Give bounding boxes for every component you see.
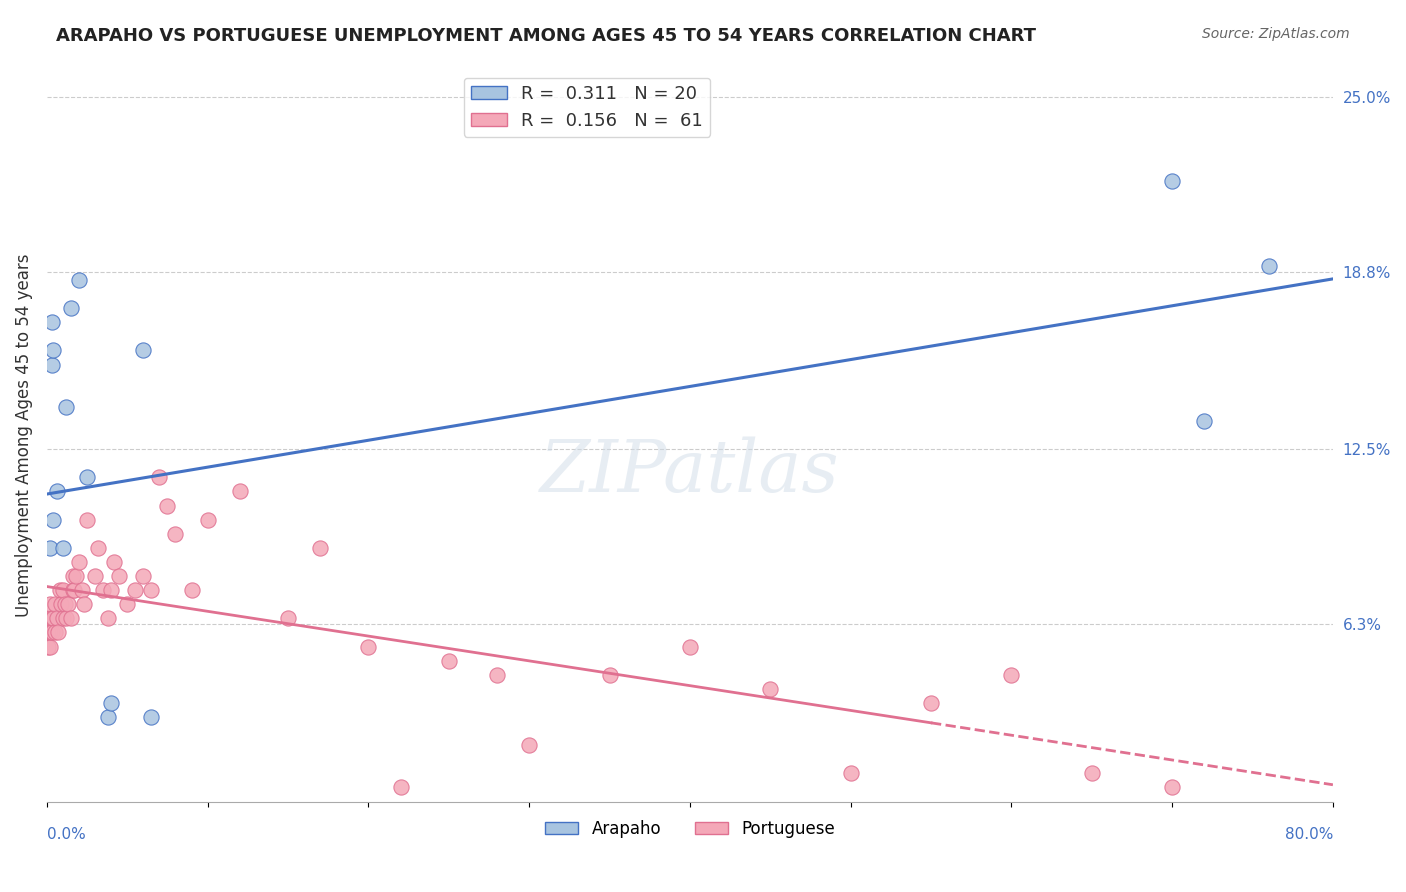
Point bbox=[1000, 667, 1022, 681]
Point bbox=[132, 343, 155, 358]
Point bbox=[148, 470, 170, 484]
Point bbox=[41, 625, 63, 640]
Point bbox=[44, 611, 66, 625]
Point bbox=[59, 301, 82, 315]
Point bbox=[62, 583, 84, 598]
Point bbox=[165, 526, 187, 541]
Point bbox=[39, 597, 62, 611]
Y-axis label: Unemployment Among Ages 45 to 54 years: Unemployment Among Ages 45 to 54 years bbox=[15, 253, 32, 616]
Point bbox=[59, 611, 82, 625]
Point bbox=[108, 569, 131, 583]
Point bbox=[117, 597, 139, 611]
Point bbox=[277, 611, 299, 625]
Point bbox=[39, 640, 62, 654]
Point bbox=[52, 541, 75, 555]
Point bbox=[91, 583, 114, 598]
Text: ZIPatlas: ZIPatlas bbox=[540, 436, 839, 507]
Point bbox=[41, 358, 63, 372]
Point bbox=[87, 541, 110, 555]
Point bbox=[48, 583, 70, 598]
Text: 80.0%: 80.0% bbox=[1285, 827, 1333, 842]
Text: ARAPAHO VS PORTUGUESE UNEMPLOYMENT AMONG AGES 45 TO 54 YEARS CORRELATION CHART: ARAPAHO VS PORTUGUESE UNEMPLOYMENT AMONG… bbox=[56, 27, 1036, 45]
Point bbox=[41, 315, 63, 329]
Point bbox=[67, 273, 90, 287]
Point bbox=[42, 611, 65, 625]
Point bbox=[45, 484, 67, 499]
Point bbox=[103, 555, 125, 569]
Point bbox=[357, 640, 380, 654]
Point bbox=[100, 583, 122, 598]
Point bbox=[46, 625, 69, 640]
Point bbox=[42, 343, 65, 358]
Point bbox=[37, 611, 59, 625]
Point bbox=[37, 640, 59, 654]
Point bbox=[679, 640, 702, 654]
Point bbox=[437, 654, 460, 668]
Point bbox=[48, 611, 70, 625]
Point bbox=[84, 569, 107, 583]
Point bbox=[44, 597, 66, 611]
Point bbox=[56, 597, 79, 611]
Point bbox=[920, 696, 942, 710]
Legend: Arapaho, Portuguese: Arapaho, Portuguese bbox=[538, 814, 842, 845]
Point bbox=[1257, 259, 1279, 273]
Point bbox=[39, 625, 62, 640]
Point bbox=[485, 667, 508, 681]
Point bbox=[62, 569, 84, 583]
Point bbox=[1194, 414, 1216, 428]
Point bbox=[197, 513, 219, 527]
Point bbox=[52, 611, 75, 625]
Point bbox=[55, 400, 77, 414]
Point bbox=[63, 583, 86, 598]
Point bbox=[97, 611, 120, 625]
Point bbox=[44, 625, 66, 640]
Point bbox=[73, 597, 96, 611]
Point bbox=[599, 667, 621, 681]
Point bbox=[229, 484, 252, 499]
Point bbox=[180, 583, 202, 598]
Point bbox=[309, 541, 332, 555]
Point bbox=[141, 583, 163, 598]
Point bbox=[51, 597, 73, 611]
Point bbox=[839, 766, 862, 780]
Point bbox=[389, 780, 412, 795]
Text: Source: ZipAtlas.com: Source: ZipAtlas.com bbox=[1202, 27, 1350, 41]
Point bbox=[41, 611, 63, 625]
Text: 0.0%: 0.0% bbox=[46, 827, 86, 842]
Point bbox=[156, 499, 179, 513]
Point bbox=[132, 569, 155, 583]
Point bbox=[759, 681, 782, 696]
Point bbox=[141, 710, 163, 724]
Point bbox=[39, 541, 62, 555]
Point bbox=[55, 611, 77, 625]
Point bbox=[53, 597, 76, 611]
Point bbox=[97, 710, 120, 724]
Point bbox=[42, 513, 65, 527]
Point bbox=[76, 513, 98, 527]
Point bbox=[65, 569, 87, 583]
Point bbox=[37, 625, 59, 640]
Point bbox=[67, 555, 90, 569]
Point bbox=[124, 583, 146, 598]
Point bbox=[100, 696, 122, 710]
Point bbox=[1081, 766, 1104, 780]
Point bbox=[45, 611, 67, 625]
Point bbox=[1161, 174, 1184, 188]
Point bbox=[517, 738, 540, 752]
Point bbox=[76, 470, 98, 484]
Point bbox=[52, 583, 75, 598]
Point bbox=[72, 583, 94, 598]
Point bbox=[1161, 780, 1184, 795]
